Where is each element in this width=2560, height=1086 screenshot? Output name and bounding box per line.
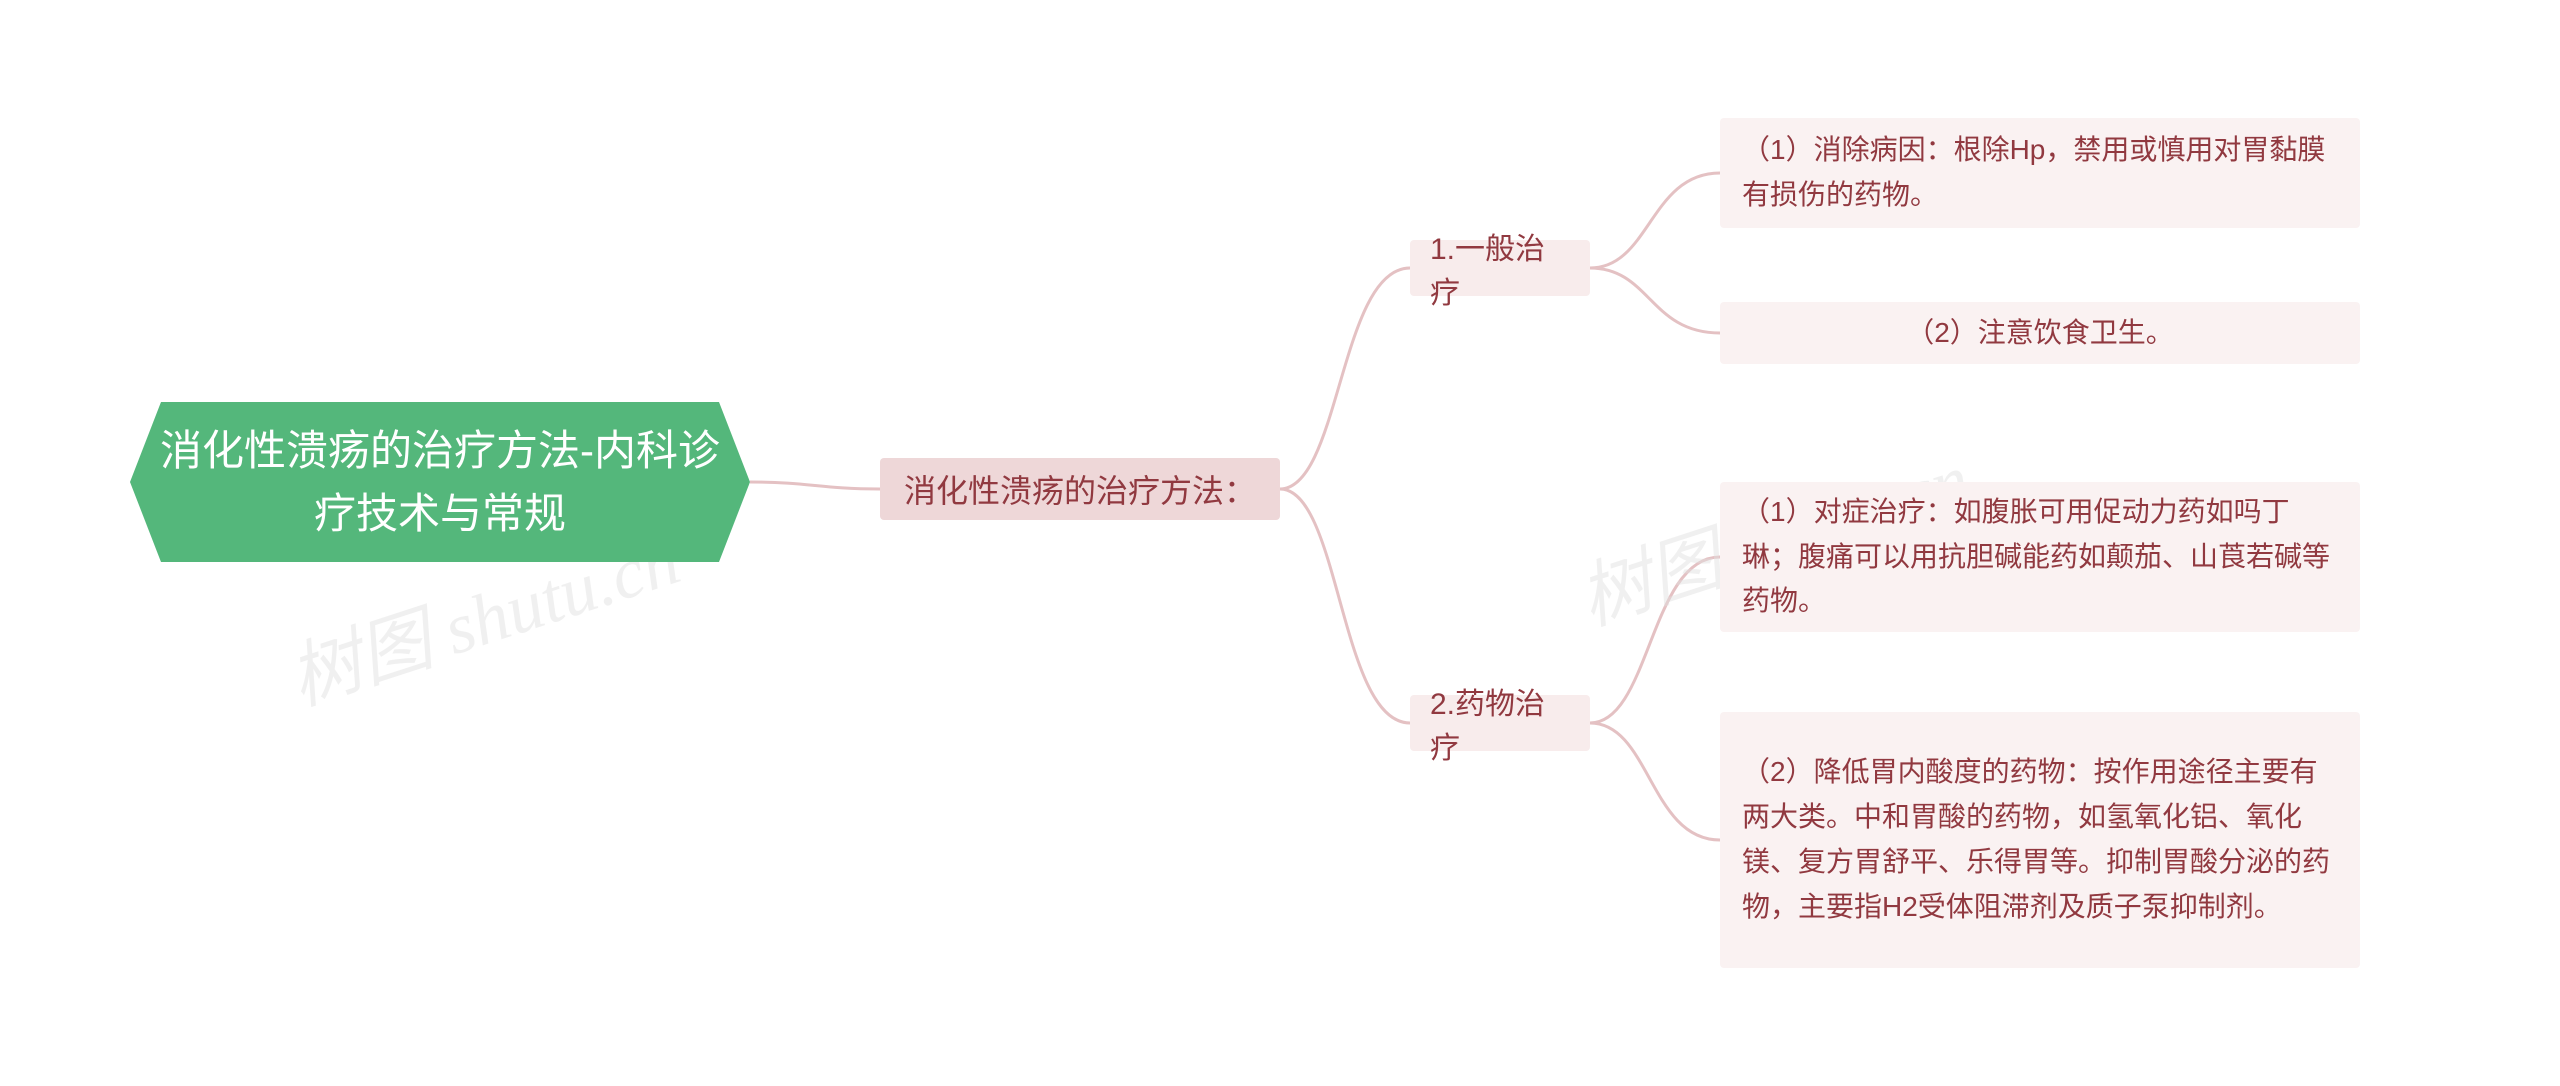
root-node[interactable]: 消化性溃疡的治疗方法-内科诊疗技术与常规 bbox=[130, 402, 750, 562]
root-node-text: 消化性溃疡的治疗方法-内科诊疗技术与常规 bbox=[154, 419, 726, 545]
level1-node-text: 消化性溃疡的治疗方法： bbox=[904, 466, 1256, 512]
level3-node[interactable]: （1）对症治疗：如腹胀可用促动力药如吗丁琳；腹痛可以用抗胆碱能药如颠茄、山莨若碱… bbox=[1720, 482, 2360, 632]
level2-node-medication[interactable]: 2.药物治疗 bbox=[1410, 695, 1590, 751]
level1-node[interactable]: 消化性溃疡的治疗方法： bbox=[880, 458, 1280, 520]
level2-node-text: 1.一般治疗 bbox=[1430, 224, 1570, 312]
level3-node[interactable]: （2）注意饮食卫生。 bbox=[1720, 302, 2360, 364]
mindmap-container: 树图 shutu.cn 树图 shutu.cn 消化性溃疡的治疗方法-内科诊疗技… bbox=[0, 0, 2560, 1086]
level3-node-text: （1）对症治疗：如腹胀可用促动力药如吗丁琳；腹痛可以用抗胆碱能药如颠茄、山莨若碱… bbox=[1742, 490, 2338, 624]
level3-node[interactable]: （2）降低胃内酸度的药物：按作用途径主要有两大类。中和胃酸的药物，如氢氧化铝、氧… bbox=[1720, 712, 2360, 968]
level2-node-text: 2.药物治疗 bbox=[1430, 679, 1570, 767]
level3-node-text: （2）注意饮食卫生。 bbox=[1906, 311, 2174, 356]
level3-node[interactable]: （1）消除病因：根除Hp，禁用或慎用对胃黏膜有损伤的药物。 bbox=[1720, 118, 2360, 228]
level2-node-general[interactable]: 1.一般治疗 bbox=[1410, 240, 1590, 296]
level3-node-text: （2）降低胃内酸度的药物：按作用途径主要有两大类。中和胃酸的药物，如氢氧化铝、氧… bbox=[1742, 750, 2338, 929]
level3-node-text: （1）消除病因：根除Hp，禁用或慎用对胃黏膜有损伤的药物。 bbox=[1742, 128, 2338, 218]
